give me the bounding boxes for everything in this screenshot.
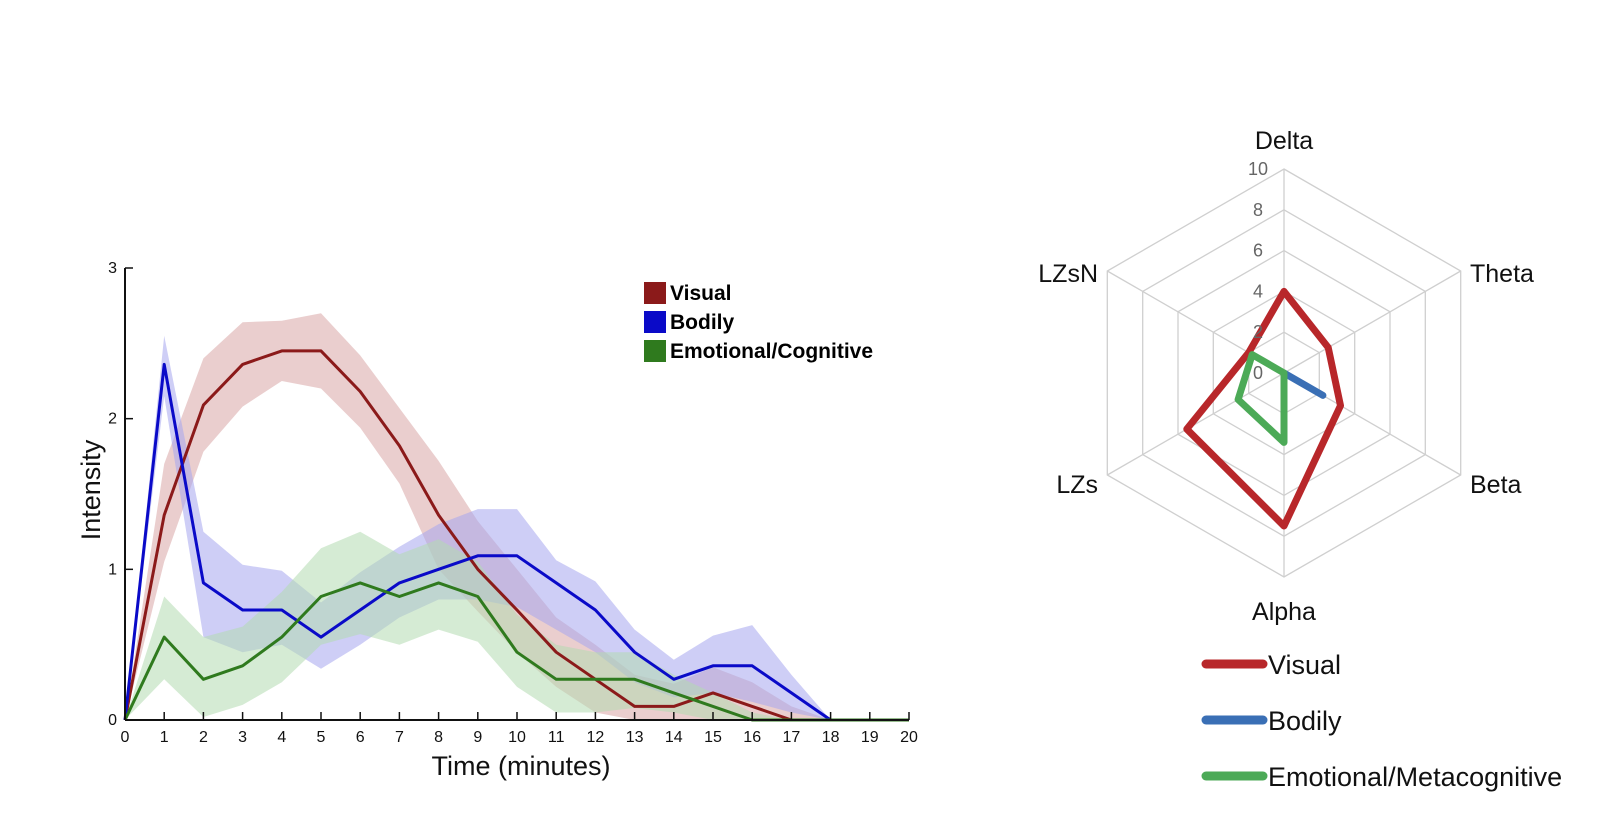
legend-label: Bodily (670, 311, 734, 334)
radar-legend: Visual Bodily Emotional/Metacognitive (1201, 650, 1562, 792)
line-bodily (123, 362, 909, 722)
radar-ring-label: 6 (1253, 241, 1263, 261)
x-tick-label: 20 (900, 729, 918, 746)
x-tick-label: 3 (238, 729, 247, 746)
radar-series-emotional-metacognitive (1234, 351, 1288, 446)
confidence-bands (125, 313, 909, 720)
legend-swatch (644, 282, 666, 304)
radar-legend-label: Bodily (1268, 706, 1342, 736)
x-tick-label: 17 (783, 729, 801, 746)
x-tick-label: 7 (395, 729, 404, 746)
y-axis-label: Intensity (76, 439, 106, 540)
x-tick-label: 18 (822, 729, 840, 746)
x-axis-label: Time (minutes) (431, 751, 610, 781)
radar-ring-label: 4 (1253, 281, 1263, 301)
y-tick-label: 3 (108, 260, 117, 277)
legend-swatch (644, 340, 666, 362)
y-tick-label: 2 (108, 411, 117, 428)
radar-axis-label: LZsN (1038, 260, 1098, 288)
radar-ring (1248, 331, 1320, 415)
legend-label: Emotional/Cognitive (670, 340, 873, 363)
y-tick-label: 1 (108, 561, 117, 578)
x-tick-label: 19 (861, 729, 879, 746)
radar-labels: 0 2 4 6 8 10 Delta Theta Beta Alpha LZs LZsN (1038, 127, 1534, 626)
x-tick-label: 8 (434, 729, 443, 746)
x-tick-label: 9 (473, 729, 482, 746)
radar-spoke (1106, 372, 1285, 476)
y-tick-label: 0 (108, 712, 117, 729)
x-tick-label: 14 (665, 729, 683, 746)
x-tick-label: 6 (356, 729, 365, 746)
band-emotional-cognitive (125, 531, 909, 720)
radar-series (1183, 287, 1344, 530)
line-legend: Visual Bodily Emotional/Cognitive (644, 282, 873, 363)
radar-series-bodily (1280, 369, 1327, 399)
x-tick-label: 11 (548, 729, 565, 746)
axes (124, 267, 910, 721)
radar-ring-label: 2 (1253, 322, 1263, 342)
radar-ring (1106, 168, 1462, 578)
x-tick-label: 13 (626, 729, 644, 746)
radar-ring (1212, 290, 1356, 456)
x-tick-label: 10 (508, 729, 526, 746)
radar-spoke (1283, 372, 1462, 476)
radar-legend-label: Visual (1268, 650, 1341, 680)
radar-axis-label: Delta (1255, 127, 1313, 155)
x-tick-label: 4 (277, 729, 286, 746)
radar-ring-label: 10 (1248, 159, 1268, 179)
radar-axis-label: LZs (1056, 471, 1098, 499)
x-tick-label: 5 (317, 729, 326, 746)
radar-series-visual (1183, 287, 1344, 530)
radar-ring (1177, 249, 1391, 497)
radar-ring-label: 8 (1253, 200, 1263, 220)
radar-axis-label: Alpha (1252, 598, 1316, 626)
radar-axis-label: Beta (1470, 471, 1522, 499)
radar-legend-label: Emotional/Metacognitive (1268, 762, 1562, 792)
radar-grid (1106, 168, 1462, 578)
radar-spoke (1106, 270, 1285, 374)
legend-label: Visual (670, 282, 731, 305)
radar-ring (1142, 209, 1426, 537)
line-visual (123, 349, 909, 722)
x-tick-label: 15 (704, 729, 722, 746)
x-tick-label: 1 (160, 729, 169, 746)
x-tick-label: 16 (743, 729, 761, 746)
radar-ring-label: 0 (1253, 363, 1263, 383)
x-tick-label: 12 (587, 729, 605, 746)
x-tick-label: 2 (199, 729, 208, 746)
radar-spoke (1283, 270, 1462, 374)
radar-axis-label: Theta (1470, 260, 1534, 288)
x-tick-label: 0 (121, 729, 130, 746)
legend-swatch (644, 311, 666, 333)
